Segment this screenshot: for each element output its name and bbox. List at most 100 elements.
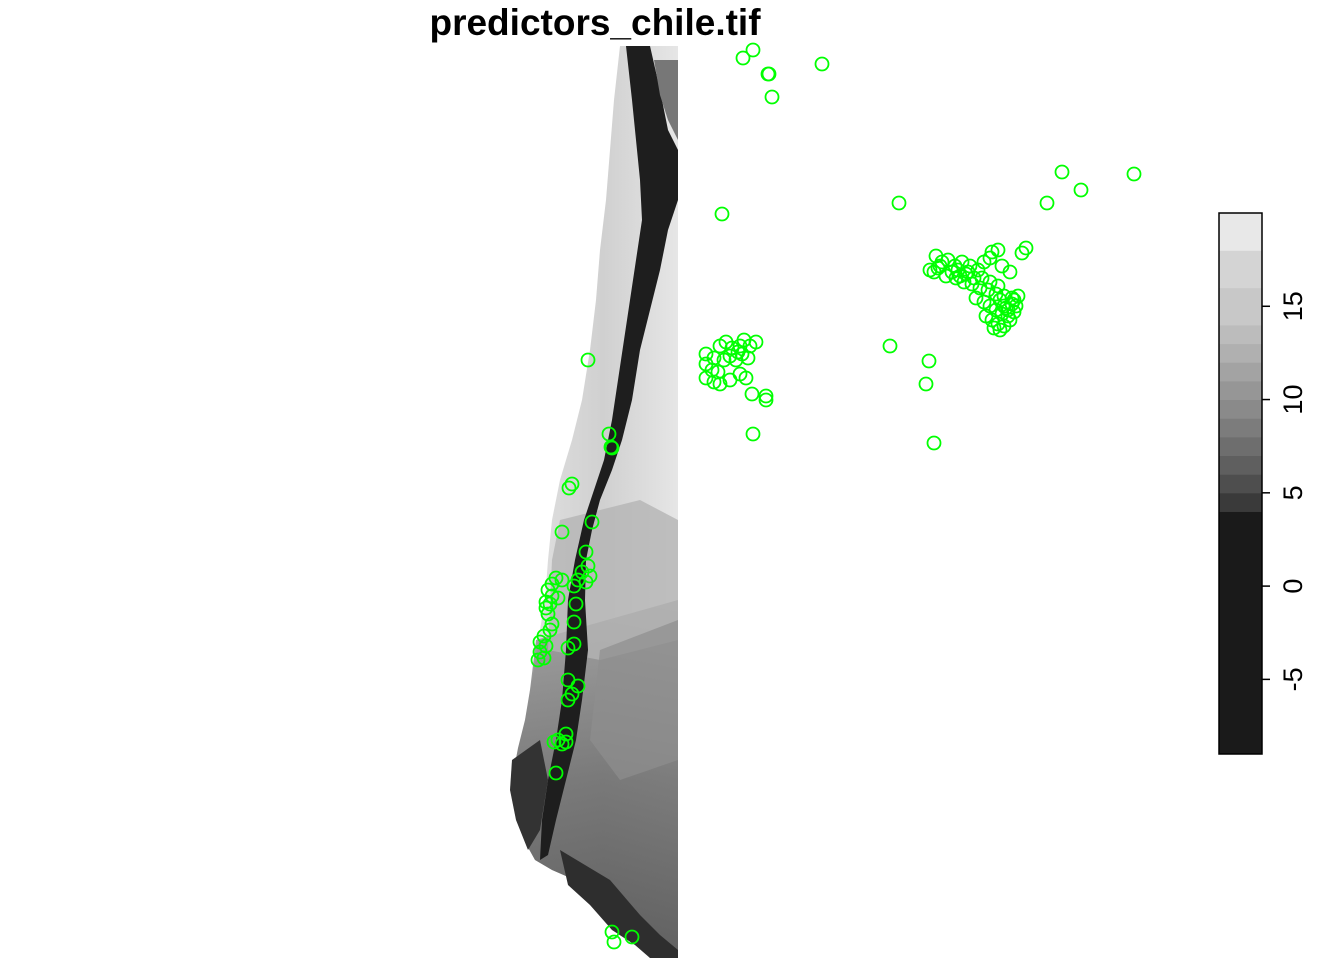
occurrence-point — [1039, 195, 1055, 211]
occurrence-point — [578, 574, 594, 590]
legend-shade — [1219, 268, 1262, 289]
legend-shade — [1219, 660, 1262, 680]
legend-shade — [1219, 399, 1262, 419]
occurrence-point — [574, 564, 590, 580]
occurrence-point — [603, 439, 619, 455]
legend-shade — [1219, 698, 1262, 718]
land-mid-patch-2 — [590, 620, 678, 780]
legend-shade — [1219, 306, 1262, 326]
occurrence-point — [712, 376, 728, 392]
legend-shade — [1219, 343, 1262, 363]
occurrence-point — [891, 195, 907, 211]
occurrence-point — [560, 692, 576, 708]
occurrence-points — [530, 42, 1142, 950]
occurrence-point — [568, 596, 584, 612]
legend-tick-label: 0 — [1278, 579, 1308, 594]
occurrence-point — [968, 290, 984, 306]
legend-tick-label: 15 — [1278, 291, 1308, 321]
legend-shade — [1219, 604, 1262, 624]
legend-shade — [1219, 436, 1262, 457]
occurrence-point — [930, 260, 946, 276]
occurrence-point — [554, 572, 570, 588]
legend-shade — [1219, 213, 1262, 233]
occurrence-point — [882, 338, 898, 354]
legend-tick-label: 10 — [1278, 385, 1308, 415]
occurrence-point — [735, 50, 751, 66]
occurrence-point — [950, 262, 966, 278]
legend-shade — [1219, 380, 1262, 401]
legend-shade — [1219, 287, 1262, 307]
legend-shade — [1219, 324, 1262, 345]
occurrence-point — [584, 514, 600, 530]
occurrence-point — [554, 524, 570, 540]
map-title: predictors_chile.tif — [429, 2, 761, 43]
occurrence-point — [566, 614, 582, 630]
occurrence-point — [698, 370, 714, 386]
occurrence-point — [732, 338, 748, 354]
north-plateau — [654, 60, 678, 140]
occurrence-point — [918, 376, 934, 392]
occurrence-point — [604, 924, 620, 940]
occurrence-point — [960, 264, 976, 280]
legend-shade — [1219, 679, 1262, 699]
legend-shade — [1219, 455, 1262, 475]
occurrence-point — [540, 606, 556, 622]
occurrence-point — [922, 262, 938, 278]
occurrence-point — [952, 268, 968, 284]
legend-shade — [1219, 418, 1262, 438]
occurrence-point — [976, 254, 992, 270]
occurrence-point — [606, 934, 622, 950]
occurrence-point — [1006, 292, 1022, 308]
legend-shade — [1219, 530, 1262, 550]
occurrence-point — [990, 242, 1006, 258]
occurrence-point — [624, 929, 640, 945]
occurrence-point — [536, 650, 552, 666]
occurrence-point — [544, 616, 560, 632]
occurrence-point — [706, 374, 722, 390]
occurrence-point — [984, 244, 1000, 260]
occurrence-point — [548, 765, 564, 781]
legend-tick-label: -5 — [1278, 667, 1308, 691]
occurrence-point — [530, 652, 546, 668]
occurrence-point — [921, 353, 937, 369]
legend-shade — [1219, 250, 1262, 270]
occurrence-point — [986, 320, 1002, 336]
occurrence-point — [758, 392, 774, 408]
occurrence-point — [748, 334, 764, 350]
occurrence-point — [990, 278, 1006, 294]
occurrence-point — [1073, 182, 1089, 198]
occurrence-point — [1018, 240, 1034, 256]
occurrence-point — [745, 426, 761, 442]
chile-raster — [510, 46, 678, 958]
occurrence-point — [958, 266, 974, 282]
legend-shade — [1219, 567, 1262, 587]
color-legend: 15 10 5 0 -5 — [1218, 212, 1308, 755]
occurrence-point — [814, 56, 830, 72]
occurrence-point — [546, 734, 562, 750]
occurrence-point — [561, 480, 577, 496]
occurrence-point — [764, 89, 780, 105]
occurrence-point — [745, 42, 761, 58]
occurrence-point — [1054, 164, 1070, 180]
occurrence-point — [982, 274, 998, 290]
occurrence-point — [926, 435, 942, 451]
legend-shade — [1219, 586, 1262, 606]
west-islands — [510, 740, 548, 850]
occurrence-point — [738, 370, 754, 386]
occurrence-point — [580, 352, 596, 368]
legend-ticks: 15 10 5 0 -5 — [1262, 291, 1308, 691]
occurrence-point — [538, 600, 554, 616]
legend-tick-label: 5 — [1278, 485, 1308, 500]
occurrence-point — [761, 66, 777, 82]
occurrence-point — [744, 386, 760, 402]
occurrence-point — [740, 350, 756, 366]
occurrence-point — [550, 590, 566, 606]
legend-shade — [1219, 716, 1262, 736]
occurrence-point — [992, 322, 1008, 338]
legend-shade — [1219, 642, 1262, 662]
occurrence-point — [1002, 264, 1018, 280]
occurrence-point — [1126, 166, 1142, 182]
occurrence-point — [974, 270, 990, 286]
legend-shades — [1219, 213, 1262, 755]
